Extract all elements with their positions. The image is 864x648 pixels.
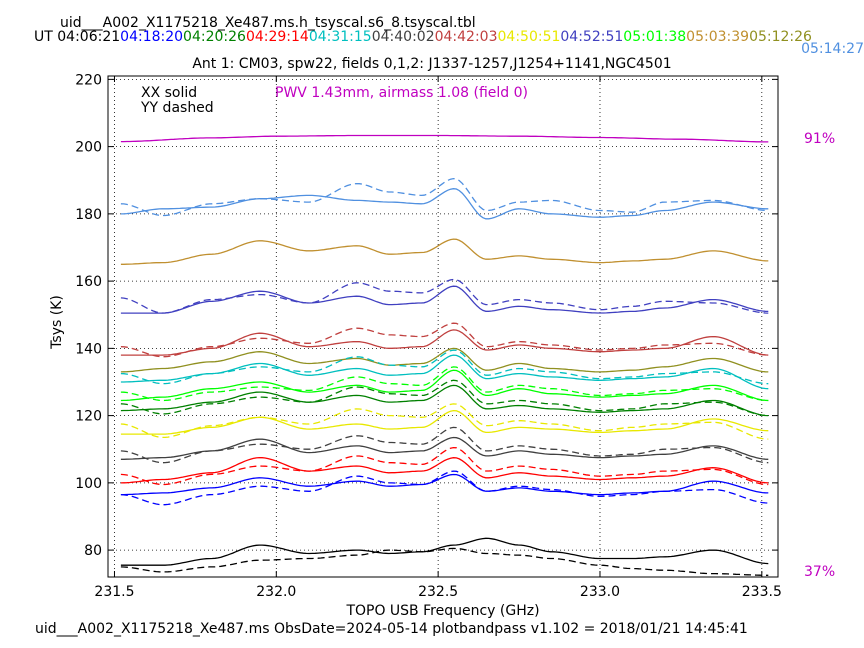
- atm-transmission-line: [120, 134, 769, 143]
- series-yy-line: [120, 547, 769, 576]
- chart-title: Ant 1: CM03, spw22, fields 0,1,2: J1337-…: [192, 56, 672, 72]
- ut-time-7: 04:50:51: [497, 29, 561, 45]
- ut-time-2: 04:20:26: [183, 29, 246, 45]
- y-tick-label: 100: [75, 476, 102, 492]
- series-yy-line: [120, 177, 769, 217]
- chart-ticks: 231.5 232.0 232.5 233.0 233.5 80 100 120 140 160 1…: [75, 72, 782, 600]
- series-yy-line: [120, 349, 769, 385]
- ut-time-3: 04:29:14: [245, 29, 309, 45]
- pwv-annotation: PWV 1.43mm, airmass 1.08 (field 0): [275, 85, 529, 101]
- y-tick-label: 200: [75, 140, 102, 156]
- series-yy-line: [120, 366, 769, 402]
- ut-time-list: 04:06:2104:18:2004:20:2604:29:1404:31:15…: [57, 29, 812, 45]
- series-yy-line: [120, 278, 769, 314]
- series-xx-line: [120, 238, 769, 265]
- y-tick-label: 160: [75, 274, 102, 290]
- x-tick-label: 232.0: [256, 584, 296, 600]
- footer-text: uid___A002_X1175218_Xe487.ms ObsDate=202…: [35, 621, 748, 637]
- ut-time-6: 04:42:03: [434, 29, 498, 45]
- chart-series: [120, 134, 769, 576]
- ut-time-5: 04:40:02: [371, 29, 435, 45]
- series-xx-line: [120, 347, 769, 373]
- series-yy-line: [120, 379, 769, 417]
- ut-time-last: 05:14:27: [801, 41, 864, 57]
- x-tick-label: 233.5: [742, 584, 782, 600]
- y-tick-label: 180: [75, 207, 102, 223]
- transmission-min-label: 37%: [804, 564, 836, 580]
- transmission-max-label: 91%: [804, 131, 836, 147]
- series-xx-line: [120, 456, 769, 484]
- ut-time-10: 05:03:39: [686, 29, 750, 45]
- x-tick-label: 231.5: [94, 584, 134, 600]
- ut-time-1: 04:18:20: [120, 29, 184, 45]
- legend-yy-dashed: YY dashed: [141, 100, 214, 116]
- ut-time-11: 05:12:26: [749, 29, 812, 45]
- series-yy-line: [120, 470, 769, 506]
- series-xx-line: [120, 354, 769, 390]
- plot-file-title: uid___A002_X1175218_Xe487.ms.h_tsyscal.s…: [60, 15, 476, 31]
- series-xx-line: [120, 473, 769, 496]
- x-axis-label: TOPO USB Frequency (GHz): [346, 603, 540, 619]
- series-xx-line: [120, 384, 769, 417]
- plot-frame: [107, 75, 779, 578]
- series-xx-line: [120, 188, 769, 220]
- series-xx-line: [120, 537, 769, 566]
- series-yy-line: [120, 322, 769, 358]
- y-tick-label: 120: [75, 409, 102, 425]
- y-tick-label: 140: [75, 341, 102, 357]
- x-tick-label: 232.5: [418, 584, 458, 600]
- ut-time-0: 04:06:21: [57, 29, 121, 45]
- series-yy-line: [120, 446, 769, 486]
- ut-time-4: 04:31:15: [308, 29, 372, 45]
- y-tick-label: 220: [75, 72, 102, 88]
- ut-prefix: UT: [34, 29, 53, 45]
- x-tick-label: 233.0: [580, 584, 620, 600]
- series-yy-line: [120, 403, 769, 440]
- series-xx-line: [120, 409, 769, 435]
- y-tick-label: 80: [84, 543, 102, 559]
- series-xx-line: [120, 369, 769, 402]
- series-xx-line: [120, 436, 769, 460]
- ut-time-row: UT 04:06:2104:18:2004:20:2604:29:1404:31…: [34, 29, 812, 45]
- series-yy-line: [120, 426, 769, 464]
- ut-time-9: 05:01:38: [623, 29, 687, 45]
- ut-time-8: 04:52:51: [560, 29, 624, 45]
- legend-xx-solid: XX solid: [141, 85, 198, 101]
